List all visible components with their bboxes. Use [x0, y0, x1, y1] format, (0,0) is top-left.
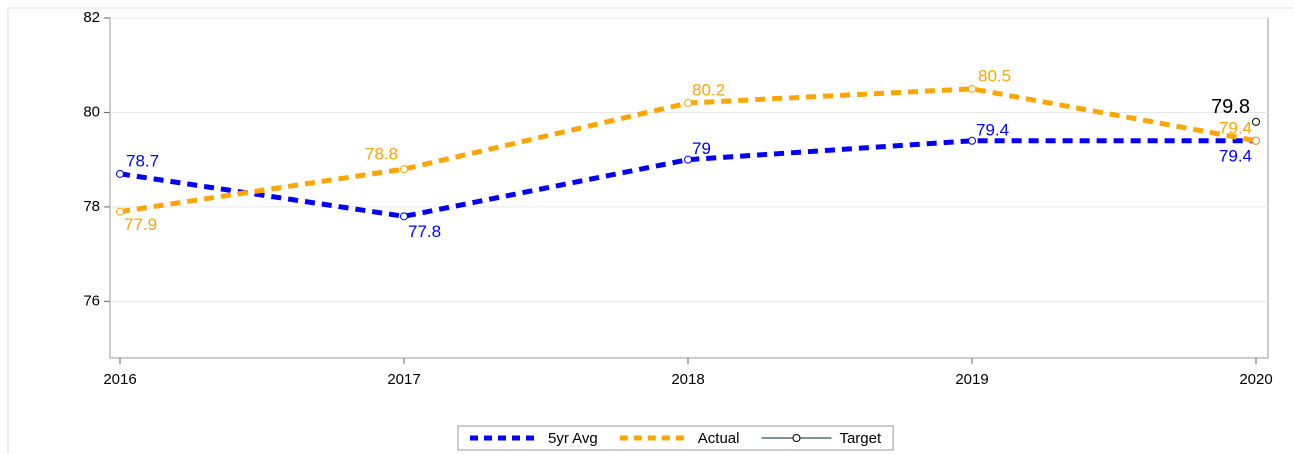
point	[1252, 136, 1260, 145]
legend: 5yr Avg Actual Target	[457, 425, 894, 451]
data-label: 77.8	[408, 222, 441, 241]
point	[684, 155, 692, 164]
x-tick-label: 2017	[387, 371, 420, 388]
point	[400, 212, 408, 221]
x-tick-label: 2018	[671, 371, 704, 388]
data-label: 79	[692, 139, 711, 158]
point	[968, 84, 976, 93]
x-tick-label: 2020	[1239, 371, 1272, 388]
data-label: 80.2	[692, 80, 725, 99]
point	[684, 99, 692, 107]
point	[968, 136, 976, 145]
x-tick-label: 2016	[103, 371, 136, 388]
y-tick-label: 78	[83, 198, 100, 215]
data-label: 79.4	[1219, 118, 1252, 137]
legend-label: Actual	[698, 430, 740, 447]
point	[116, 169, 124, 178]
data-label: 79.4	[976, 120, 1009, 139]
series-line	[119, 138, 1256, 219]
data-label: 77.9	[124, 215, 157, 234]
point	[116, 207, 124, 216]
legend-label: 5yr Avg	[548, 430, 598, 447]
y-tick-label: 82	[83, 9, 100, 26]
data-label: 80.5	[978, 66, 1011, 85]
data-label: 79.4	[1219, 146, 1252, 165]
data-label: 78.8	[365, 145, 398, 164]
x-tick-label: 2019	[955, 371, 988, 388]
y-tick-label: 76	[83, 292, 100, 309]
y-tick-label: 80	[83, 103, 100, 120]
point	[1252, 117, 1260, 126]
plot-frame	[109, 17, 1269, 359]
point	[400, 165, 408, 174]
legend-label: Target	[839, 430, 882, 447]
data-label: 78.7	[126, 151, 159, 170]
legend-marker	[792, 434, 801, 442]
series-line	[119, 86, 1257, 215]
data-label: 79.8	[1211, 96, 1250, 118]
